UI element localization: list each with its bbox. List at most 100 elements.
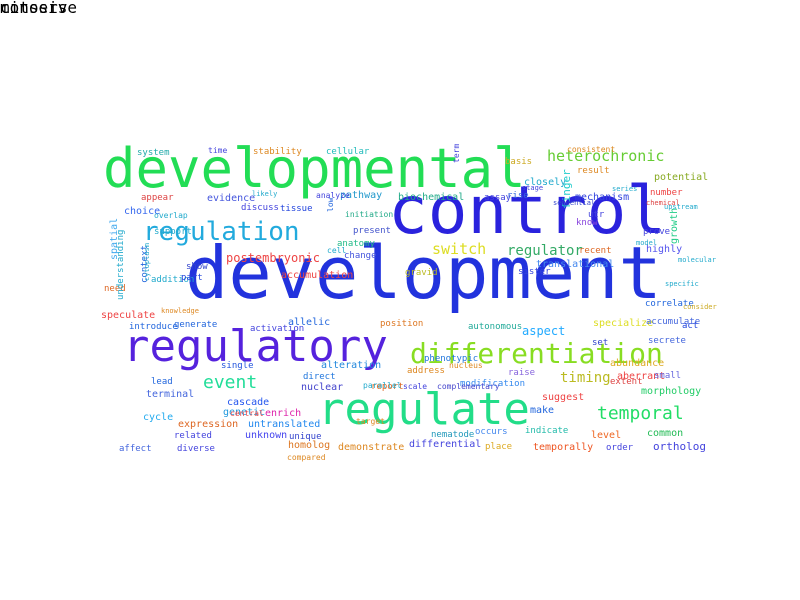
- word: correlate: [645, 299, 694, 309]
- word: switch: [432, 240, 487, 258]
- word: phenotypic: [424, 354, 479, 364]
- word: position: [380, 319, 424, 329]
- word: developmental: [103, 137, 526, 200]
- word: knowledge: [161, 307, 199, 315]
- word: indicate: [525, 426, 569, 436]
- word: highly: [646, 244, 683, 255]
- word: initiation: [345, 210, 394, 219]
- word: rise: [507, 191, 529, 201]
- word: need: [104, 284, 126, 294]
- word: affect: [119, 444, 152, 454]
- word: result: [577, 166, 610, 176]
- word: modification: [460, 379, 526, 389]
- word: alteration: [321, 360, 382, 371]
- word: extent: [610, 377, 643, 387]
- word: aberrant: [617, 371, 666, 382]
- word: cycle: [143, 412, 174, 423]
- word: mitosis: [0, 0, 68, 17]
- word: present: [353, 226, 391, 236]
- word: sequential: [553, 199, 596, 207]
- word: choice: [124, 206, 161, 217]
- word: tissue: [280, 204, 313, 214]
- word: enrich: [265, 408, 302, 419]
- word: speculate: [101, 310, 156, 321]
- word: chemical: [646, 199, 680, 207]
- word: abundance: [610, 358, 665, 369]
- word: lead: [151, 377, 173, 387]
- word: time: [208, 146, 228, 155]
- word: occurs: [475, 427, 508, 437]
- word: related: [174, 431, 212, 441]
- word: terminal: [146, 389, 195, 400]
- word: parallel: [363, 381, 402, 390]
- word: autonomous: [468, 322, 523, 332]
- word: demonstrate: [338, 442, 405, 453]
- word: basis: [505, 157, 533, 167]
- word: timing: [560, 370, 611, 386]
- word: place: [485, 442, 513, 452]
- word: direct: [303, 372, 336, 382]
- word: set: [592, 338, 609, 348]
- word: recent: [579, 246, 612, 256]
- word: complementary: [437, 382, 500, 391]
- word: central: [230, 409, 264, 418]
- word: generate: [174, 320, 218, 330]
- word: series: [612, 185, 638, 193]
- word: regulator: [507, 243, 583, 259]
- word: growth: [669, 207, 680, 244]
- word: regulate: [318, 384, 530, 435]
- word: mechanism: [575, 192, 630, 203]
- word: gravid: [405, 268, 438, 278]
- word: pathway: [340, 190, 383, 201]
- word: scale: [403, 382, 428, 391]
- word: nuclear: [301, 382, 344, 393]
- word: postembryonic: [226, 251, 320, 265]
- word: small: [654, 371, 682, 381]
- word: discuss: [241, 203, 279, 213]
- word: target: [356, 417, 385, 426]
- word: evidence: [207, 193, 256, 204]
- word: differentiation: [410, 337, 663, 370]
- word: stage: [522, 184, 544, 192]
- word: molecular: [678, 256, 716, 264]
- word: biochemical: [398, 192, 465, 203]
- word: cascade: [227, 397, 270, 408]
- word: morphology: [641, 386, 702, 397]
- word: homolog: [288, 440, 331, 451]
- word: assay: [484, 193, 512, 203]
- word: secrete: [648, 336, 686, 346]
- word: anatomy: [337, 239, 375, 249]
- word: temporal: [597, 403, 684, 424]
- word: show: [186, 262, 208, 272]
- word: control: [388, 172, 667, 249]
- word: addition: [151, 275, 195, 285]
- word: sister: [518, 267, 551, 277]
- word: regulation: [143, 217, 300, 247]
- word: act: [682, 321, 699, 331]
- word: nucleus: [449, 361, 483, 370]
- word: stability: [253, 147, 302, 157]
- word: address: [407, 366, 445, 376]
- word: aspect: [522, 324, 566, 338]
- word: support: [154, 227, 192, 237]
- word: know: [576, 218, 598, 228]
- word: change: [344, 251, 377, 261]
- word: heterochronic: [547, 147, 665, 165]
- word: common: [647, 428, 684, 439]
- word: make: [530, 405, 555, 416]
- word: unique: [289, 432, 322, 442]
- word: system: [137, 148, 170, 158]
- word: cytoplasm: [143, 243, 151, 281]
- word: activation: [250, 324, 305, 334]
- word: temporally: [533, 442, 594, 453]
- word: number: [650, 188, 683, 198]
- word: raise: [508, 368, 536, 378]
- word: analyze: [316, 191, 350, 200]
- word: unknown: [245, 430, 288, 441]
- word: introduce: [129, 322, 178, 332]
- word: upstream: [664, 203, 698, 211]
- word: model: [636, 239, 658, 247]
- word: untranslated: [248, 419, 321, 430]
- word: term: [452, 143, 461, 163]
